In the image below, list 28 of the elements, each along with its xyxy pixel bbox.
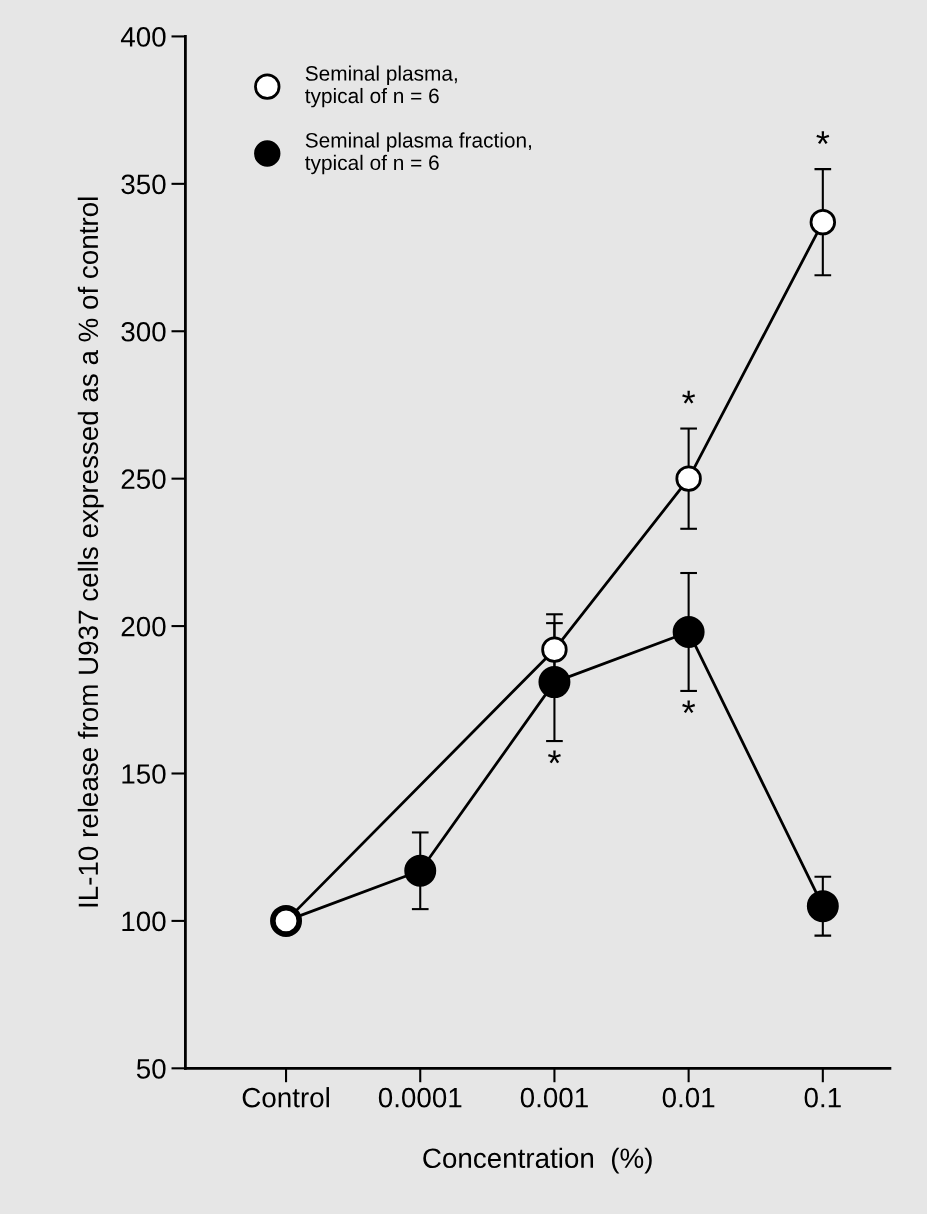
x-tick-label: 0.01: [662, 1087, 715, 1108]
annotation: *: [547, 750, 561, 764]
y-tick-label: 400: [120, 27, 166, 47]
point: [672, 616, 705, 648]
point: [538, 666, 571, 699]
y-tick-label: 200: [121, 616, 166, 637]
x-axis-title: Concentration (%): [423, 1147, 652, 1174]
y-tick-label: 250: [121, 469, 166, 489]
point: [541, 636, 568, 663]
y-tick-label: 150: [122, 764, 166, 784]
annotation: *: [682, 390, 696, 404]
y-tick-label: 350: [121, 174, 166, 195]
point: [809, 208, 837, 236]
x-tick-label: 0.1: [804, 1087, 841, 1108]
x-tick-label: Control: [242, 1087, 329, 1108]
y-axis-title: IL-10 release from U937 cells expressed as a % of control: [77, 197, 104, 907]
annotation: *: [816, 131, 830, 145]
legend-label: Seminal plasma fraction, typical of n = 6: [305, 132, 531, 175]
annotation: *: [682, 700, 696, 714]
point: [404, 854, 437, 887]
point: [806, 890, 839, 923]
point: [675, 465, 702, 492]
y-tick-label: 50: [136, 1058, 166, 1079]
y-tick-label: 300: [121, 321, 166, 342]
x-tick-label: 0.0001: [378, 1087, 462, 1108]
y-tick-label: 100: [122, 911, 166, 932]
legend-label: Seminal plasma, typical of n = 6: [305, 65, 457, 108]
x-tick-label: 0.001: [520, 1087, 588, 1108]
